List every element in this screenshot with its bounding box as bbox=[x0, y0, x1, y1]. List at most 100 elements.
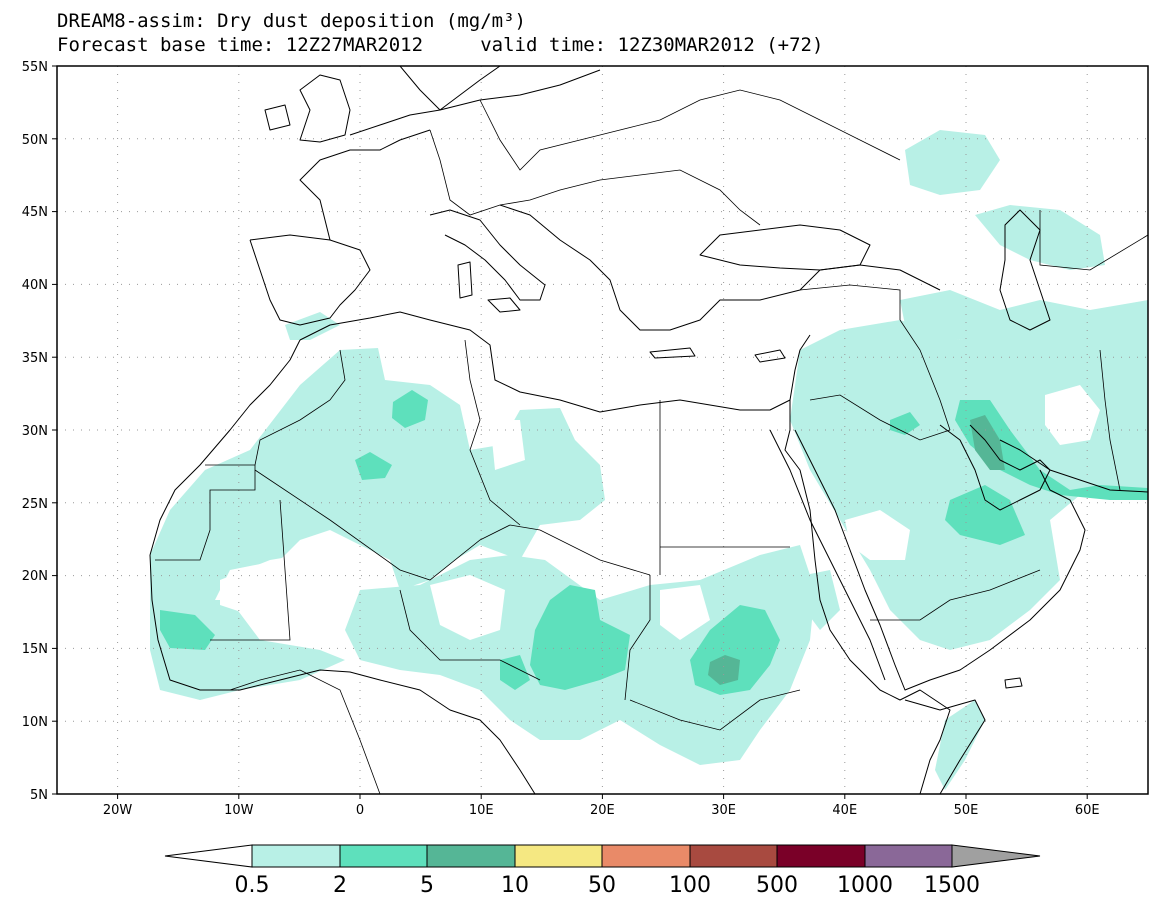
colorbar-over-arrow bbox=[951, 844, 1041, 868]
colorbar-swatch bbox=[864, 844, 953, 868]
lat-tick-labels: 55N 50N 45N 40N 35N 30N 25N 20N 15N 10N … bbox=[22, 60, 48, 803]
lon-label: 0 bbox=[356, 803, 364, 818]
border-west-africa bbox=[229, 669, 381, 794]
colorbar-swatch bbox=[601, 844, 691, 868]
colorbar-swatch bbox=[339, 844, 428, 868]
colorbar-label: 5 bbox=[420, 873, 434, 898]
gap-chad bbox=[660, 585, 710, 640]
shade-east-africa bbox=[805, 570, 840, 630]
border-algeria-libya bbox=[464, 339, 521, 526]
caspian-coast bbox=[999, 209, 1051, 331]
iberia-coast bbox=[249, 234, 371, 326]
colorbar-label: 0.5 bbox=[235, 873, 270, 898]
border-europe-2 bbox=[479, 89, 901, 171]
shade-central-asia bbox=[905, 130, 1000, 195]
colorbar-swatch bbox=[689, 844, 778, 868]
colorbar-label: 10 bbox=[501, 873, 529, 898]
balkans-coast bbox=[499, 204, 941, 331]
shade-senegal bbox=[160, 610, 215, 650]
france-coast bbox=[299, 129, 431, 241]
border-iraq-iran bbox=[899, 319, 951, 431]
lat-label: 20N bbox=[22, 569, 48, 584]
lat-label: 5N bbox=[30, 788, 48, 803]
persian-gulf bbox=[939, 424, 1051, 511]
iran-coast bbox=[999, 439, 1148, 493]
sicily-coast bbox=[487, 297, 521, 313]
axis-ticks bbox=[52, 65, 1088, 799]
lon-label: 50E bbox=[954, 803, 979, 818]
borders bbox=[155, 89, 1148, 794]
red-sea-west bbox=[769, 429, 886, 681]
shade-nw-africa bbox=[150, 348, 605, 700]
border-sudan-south bbox=[629, 689, 801, 731]
lat-label: 35N bbox=[22, 351, 48, 366]
lat-label: 30N bbox=[22, 424, 48, 439]
deposition-gaps bbox=[220, 385, 1100, 640]
red-sea-east bbox=[794, 429, 1086, 691]
border-morocco-algeria bbox=[254, 349, 346, 466]
lat-label: 50N bbox=[22, 133, 48, 148]
lat-label: 25N bbox=[22, 497, 48, 512]
lon-label: 40E bbox=[832, 803, 857, 818]
colorbar-under-arrow bbox=[164, 844, 253, 868]
lon-label: 10E bbox=[469, 803, 494, 818]
border-niger-nigeria bbox=[399, 589, 541, 681]
gap-niger bbox=[430, 575, 505, 640]
border-europe-1 bbox=[429, 129, 761, 226]
shade-somalia bbox=[935, 700, 985, 790]
border-kazakhstan bbox=[1039, 210, 1148, 271]
border-saudi-yemen bbox=[870, 569, 1041, 621]
crete-coast bbox=[649, 347, 696, 359]
colorbar-label: 2 bbox=[333, 873, 347, 898]
border-chad-sudan bbox=[624, 575, 651, 701]
border-algeria-mali bbox=[254, 469, 541, 581]
shade-algeria-south bbox=[355, 452, 392, 480]
gap-iran bbox=[1045, 385, 1100, 445]
border-libya-chad bbox=[539, 529, 651, 576]
deposition-shading bbox=[150, 130, 1148, 790]
shade-gulf bbox=[945, 485, 1025, 545]
border-turkey bbox=[799, 284, 901, 320]
lon-label: 60E bbox=[1075, 803, 1100, 818]
black-sea-coast bbox=[699, 224, 871, 271]
italy-coast bbox=[429, 209, 546, 301]
scandinavia-coast bbox=[399, 66, 501, 111]
colorbar-label: 1000 bbox=[837, 873, 893, 898]
somalia-coast bbox=[904, 699, 986, 794]
gap-mauritania bbox=[220, 555, 340, 620]
deposition-level-2 bbox=[160, 390, 1148, 695]
colorbar-label: 500 bbox=[756, 873, 798, 898]
socotra-coast bbox=[1004, 677, 1023, 689]
lat-label: 40N bbox=[22, 278, 48, 293]
gap-libya bbox=[490, 420, 525, 470]
border-saudi-iraq bbox=[809, 394, 951, 441]
colorbar-swatch bbox=[514, 844, 603, 868]
shade-iraq bbox=[955, 400, 1148, 500]
colorbar-label: 1500 bbox=[924, 873, 980, 898]
border-iran-afghanistan bbox=[1099, 349, 1121, 491]
colorbar-swatch bbox=[776, 844, 866, 868]
lon-label: 10W bbox=[224, 803, 254, 818]
map-title: DREAM8-assim: Dry dust deposition (mg/m³… bbox=[57, 10, 526, 32]
coastlines bbox=[149, 66, 1148, 794]
lon-label: 30E bbox=[711, 803, 736, 818]
cyprus-coast bbox=[754, 349, 786, 363]
ireland-coast bbox=[264, 104, 291, 131]
lon-label: 20W bbox=[103, 803, 133, 818]
shade-algeria-core bbox=[392, 390, 428, 428]
lat-label: 55N bbox=[22, 60, 48, 75]
lat-label: 10N bbox=[22, 715, 48, 730]
shade-iran bbox=[900, 290, 1148, 345]
sardinia-coast bbox=[457, 261, 473, 299]
uk-coast bbox=[299, 74, 351, 143]
colorbar-swatch bbox=[251, 844, 341, 868]
levant-coast bbox=[789, 334, 811, 401]
lon-label: 20E bbox=[590, 803, 615, 818]
border-western-sahara bbox=[155, 464, 256, 561]
map-subtitle: Forecast base time: 12Z27MAR2012 valid t… bbox=[57, 34, 824, 56]
colorbar-swatch bbox=[426, 844, 516, 868]
colorbar-label: 100 bbox=[669, 873, 711, 898]
colorbar: 0.5 2 5 10 50 100 500 1000 1500 bbox=[164, 844, 1041, 898]
shade-chad-core bbox=[530, 585, 630, 690]
